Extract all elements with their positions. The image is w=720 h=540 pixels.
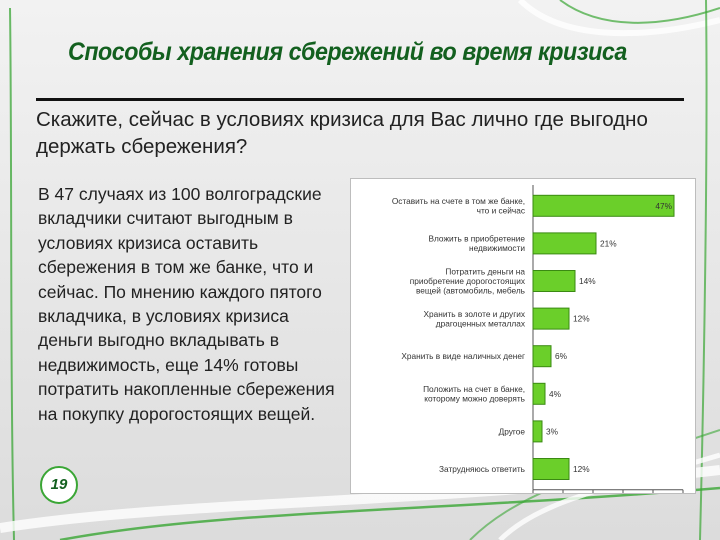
category-label-line: недвижимости <box>469 243 525 253</box>
bar <box>532 194 675 217</box>
category-label: Затрудняюсь ответить <box>439 464 525 474</box>
category-label: Хранить в виде наличных денег <box>401 351 525 361</box>
category-label: Оставить на счете в том же банке, что и с… <box>392 196 525 216</box>
value-label: 3% <box>546 426 559 436</box>
value-label: 47% <box>655 201 672 211</box>
bar <box>532 345 552 368</box>
category-label-line: приобретение дорогостоящих <box>410 276 526 286</box>
value-label: 12% <box>573 314 590 324</box>
category-label-line: что и сейчас <box>477 206 525 216</box>
category-label-line: драгоценных металлах <box>436 318 526 328</box>
category-label: Другое <box>499 426 526 436</box>
bar <box>532 232 597 255</box>
bar <box>532 270 576 292</box>
bar <box>532 307 570 330</box>
category-label: Вложить в приобретение недвижимости <box>428 234 525 254</box>
category-label-line: Положить на счет в банке, <box>423 384 525 394</box>
category-label-line: Хранить в виде наличных денег <box>401 351 525 361</box>
bar-chart-svg: Оставить на счете в том же банке, что и с… <box>392 185 684 493</box>
category-label: Хранить в золоте и других драгоценных мет… <box>423 309 525 329</box>
value-label: 6% <box>555 351 568 361</box>
category-label-line: Другое <box>499 426 526 436</box>
bar <box>532 420 543 443</box>
category-label-line: вещей (автомобиль, мебель <box>416 286 525 296</box>
value-label: 14% <box>579 276 596 286</box>
title-divider <box>36 98 684 101</box>
slide-title: Способы хранения сбережений во время кри… <box>68 38 627 66</box>
value-label: 21% <box>600 238 617 248</box>
category-label-line: Затрудняюсь ответить <box>439 464 525 474</box>
page-number: 19 <box>50 476 68 493</box>
survey-question: Скажите, сейчас в условиях кризиса для В… <box>36 108 648 158</box>
bar-chart: Оставить на счете в том же банке, что и с… <box>350 178 696 494</box>
summary-text: В 47 случаях из 100 волгоградские вкладч… <box>38 184 335 424</box>
category-label-line: Оставить на счете в том же банке, <box>392 196 525 206</box>
category-label: Потратить деньги на приобретение дорогост… <box>410 266 526 295</box>
category-label-line: Потратить деньги на <box>445 266 525 276</box>
category-label: Положить на счет в банке, которому можно … <box>423 384 525 404</box>
value-label: 12% <box>573 464 590 474</box>
category-label-line: которому можно доверять <box>424 394 525 404</box>
page-number-badge: 19 <box>40 466 78 504</box>
bar <box>532 458 570 480</box>
category-label-line: Хранить в золоте и других <box>423 309 525 319</box>
value-label: 4% <box>549 389 562 399</box>
bar <box>532 382 546 405</box>
category-label-line: Вложить в приобретение <box>428 234 525 244</box>
